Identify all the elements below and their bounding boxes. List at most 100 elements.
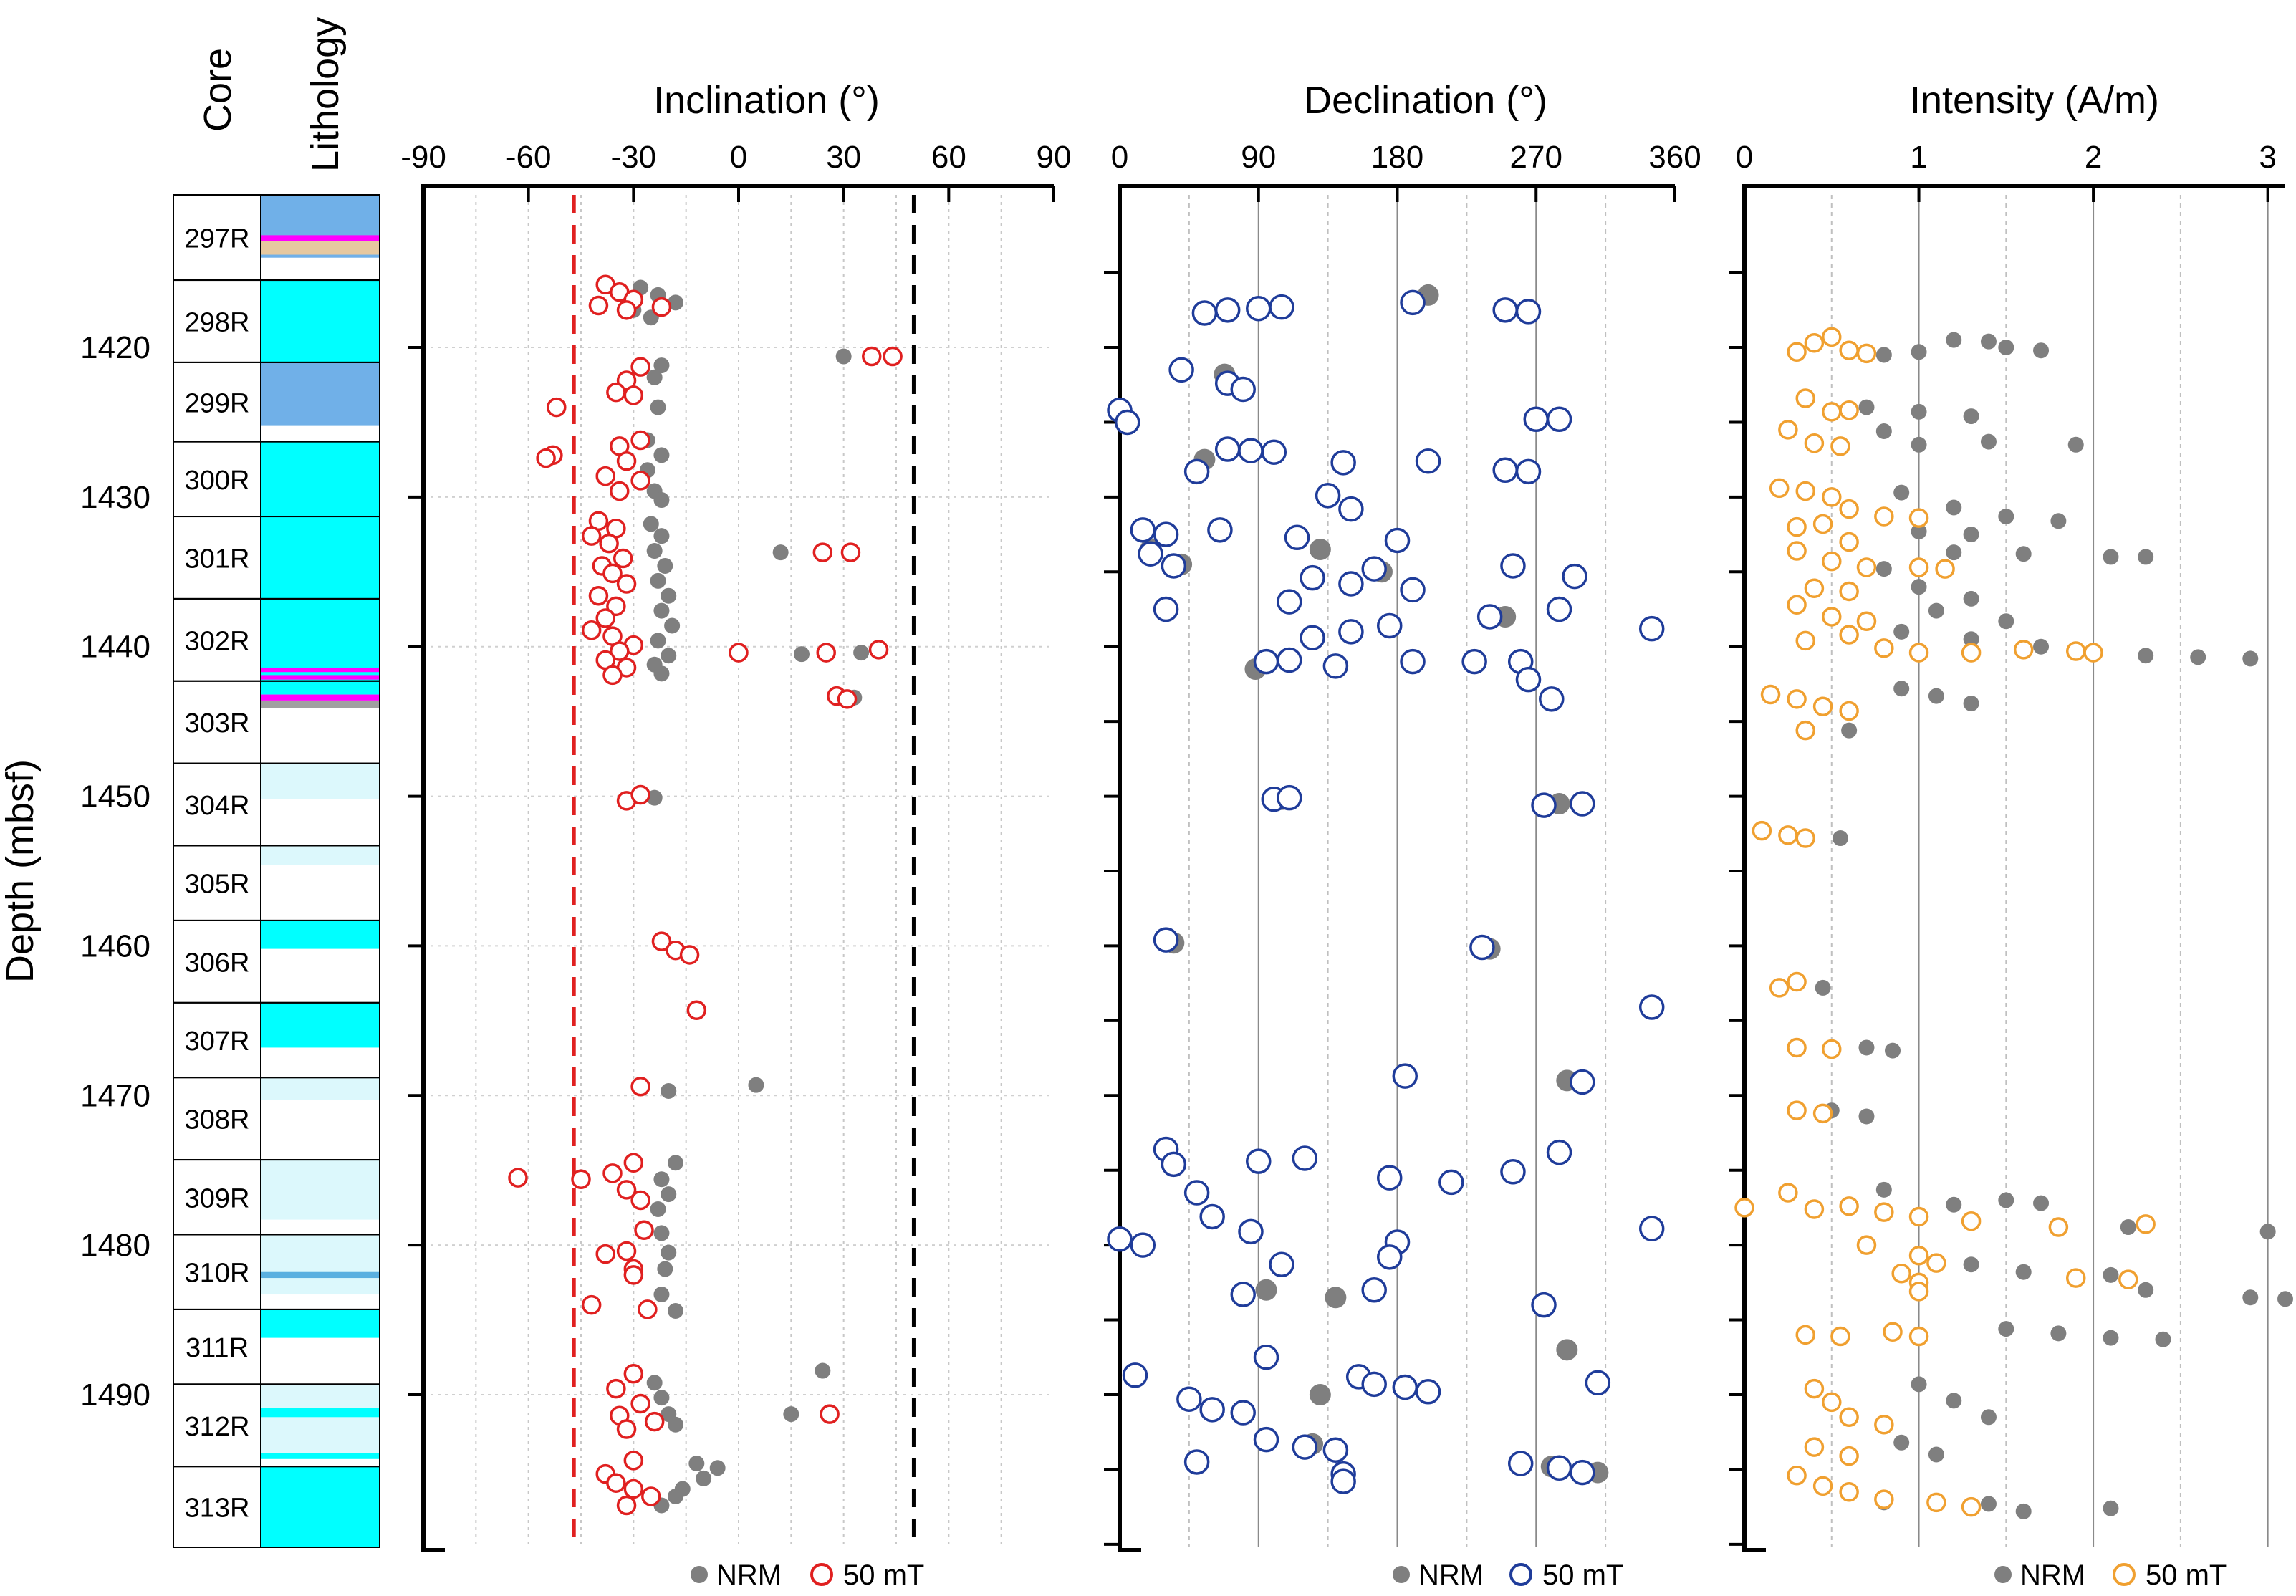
demag-point [883, 346, 903, 367]
demag-point [1400, 577, 1426, 603]
nrm-point [1875, 561, 1892, 577]
demag-point [2118, 1269, 2138, 1289]
x-tick-label: 90 [1037, 140, 1072, 175]
nrm-point [653, 357, 670, 374]
demag-point [1839, 625, 1859, 645]
inclination-panel: Inclination (°) -90 -60 -30 0 30 60 90 NRM 50 mT [400, 79, 1071, 1591]
core-label: 303R [185, 708, 250, 739]
nrm-point [661, 1083, 677, 1100]
demag-point [1822, 1039, 1842, 1059]
lithology-block [261, 667, 380, 673]
demag-point [1277, 784, 1302, 811]
demag-point [1292, 1434, 1318, 1460]
depth-tick-label: 1460 [80, 928, 150, 963]
demag-point [1246, 1148, 1272, 1174]
demag-point [1856, 343, 1877, 364]
nrm-point [853, 645, 870, 661]
legend-nrm-label: NRM [2020, 1559, 2085, 1591]
demag-point [1191, 300, 1218, 326]
demag-point [1153, 596, 1179, 622]
demag-point [1476, 604, 1503, 630]
demag-point [1804, 333, 1825, 353]
nrm-point [2138, 1282, 2154, 1298]
demag-point [1812, 1476, 1833, 1496]
nrm-point [1946, 544, 1962, 561]
demag-series [1734, 327, 2156, 1517]
x-tick-label: 0 [730, 140, 747, 175]
core-label: 297R [185, 224, 250, 254]
demag-point [1376, 1244, 1403, 1270]
nrm-point [1875, 1181, 1892, 1198]
demag-point [1822, 487, 1842, 507]
core-label: 308R [185, 1105, 250, 1135]
nrm-point [650, 633, 666, 649]
demag-point [1787, 595, 1807, 615]
nrm-point [653, 492, 670, 509]
nrm-point [1963, 631, 1979, 648]
lithology-block [261, 241, 380, 255]
nrm-point [1875, 423, 1892, 439]
nrm-point [2103, 1500, 2119, 1516]
demag-point [1562, 563, 1587, 590]
legend-nrm-marker [1393, 1566, 1410, 1583]
demag-point [1795, 828, 1815, 848]
depth-axis-label: Depth (mbsf) [0, 759, 42, 983]
demag-point [1161, 553, 1187, 579]
demag-point [1438, 1169, 1464, 1196]
lithology-cell [260, 1466, 380, 1548]
demag-point [1246, 295, 1272, 322]
demag-point [1839, 1407, 1859, 1428]
demag-point [602, 665, 623, 686]
x-tick-label: 360 [1648, 140, 1701, 175]
depth-tick-label: 1440 [80, 630, 150, 665]
nrm-point [1858, 1108, 1875, 1125]
demag-point [1874, 1414, 1894, 1435]
demag-point [1515, 666, 1542, 693]
demag-point [1230, 376, 1256, 403]
demag-point [1176, 1386, 1202, 1412]
demag-point [606, 382, 626, 403]
demag-point [1961, 1211, 1982, 1231]
depth-axis: Depth (mbsf) 1420 1430 1440 1450 1460 1470 1480… [0, 330, 150, 1413]
demag-point [862, 346, 882, 367]
demag-point [1778, 1183, 1798, 1203]
nrm-point [643, 516, 659, 532]
demag-point [1292, 1145, 1318, 1171]
nrm-point [1255, 1279, 1277, 1301]
demag-point [1269, 294, 1294, 320]
legend-demag-marker [810, 1563, 833, 1586]
demag-point [1500, 553, 1526, 579]
lithology-block [261, 845, 380, 865]
demag-point [1778, 420, 1798, 440]
demag-point [630, 1190, 650, 1211]
lithology-column-header: Lithology [304, 17, 347, 172]
demag-point [1804, 1437, 1825, 1457]
demag-point [840, 542, 861, 562]
demag-point [547, 397, 567, 418]
legend-demag-marker [2113, 1563, 2136, 1586]
demag-point [1199, 1397, 1225, 1423]
legend-demag-label: 50 mT [843, 1559, 924, 1591]
demag-point [729, 643, 749, 663]
core-label: 302R [185, 626, 250, 656]
lithology-block [261, 441, 380, 517]
demag-point [616, 300, 637, 320]
nrm-point [1556, 1339, 1578, 1361]
nrm-point [2138, 648, 2154, 664]
nrm-point [657, 557, 673, 574]
demag-point [1300, 564, 1325, 591]
nrm-point [653, 1171, 670, 1188]
demag-point [606, 596, 626, 617]
nrm-point [646, 369, 663, 385]
demag-point [1361, 1277, 1387, 1303]
nrm-point [1980, 1409, 1997, 1426]
demag-point [2065, 641, 2086, 661]
demag-point [606, 1473, 626, 1493]
demag-point [1284, 524, 1310, 551]
nrm-point [1928, 1446, 1944, 1463]
depth-tick-label: 1480 [80, 1228, 150, 1263]
nrm-point [1946, 332, 1962, 348]
nrm-point [668, 1416, 683, 1433]
demag-point [1935, 559, 1955, 579]
